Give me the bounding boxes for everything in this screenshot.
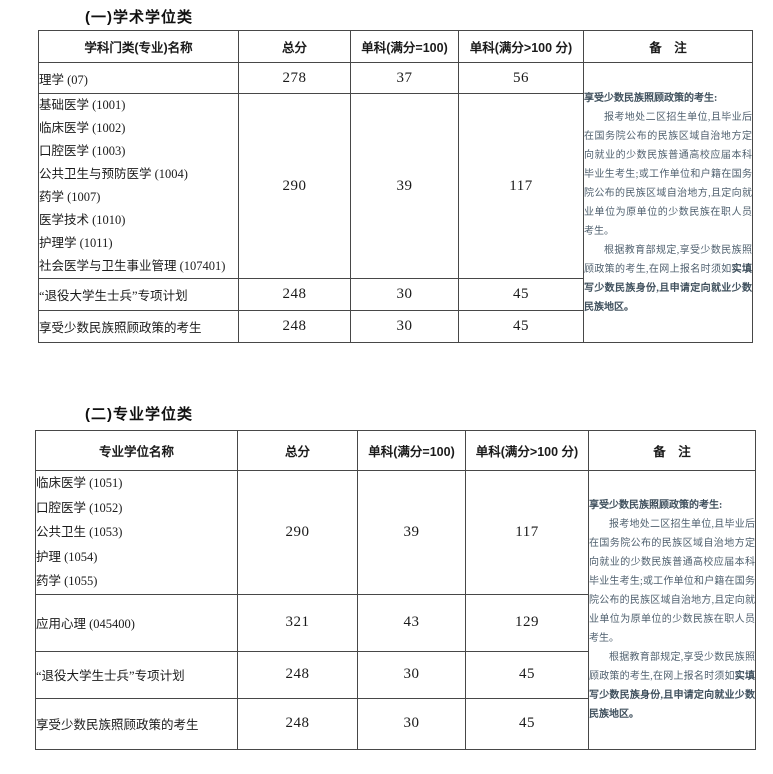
single-subject-over-100-cell: 45 (465, 650, 589, 699)
table-row: “退役大学生士兵”专项计划 248 30 45 (35, 650, 756, 699)
total-score-cell: 290 (238, 93, 351, 279)
program-name-cell: 临床医学 (1051) 口腔医学 (1052) 公共卫生 (1053) 护理 (… (35, 470, 238, 595)
program-name: 口腔医学 (1052) (36, 500, 123, 515)
total-score-cell: 278 (238, 62, 351, 94)
total-score-cell: 248 (238, 278, 351, 311)
remark-text-block: 享受少数民族照顾政策的考生: 报考地处二区招生单位,且毕业后在国务院公布的民族区… (589, 496, 755, 724)
program-name: 医学技术 (1010) (39, 213, 126, 227)
program-name-cell: 应用心理 (045400) (35, 593, 238, 652)
table-header-row: 学科门类(专业)名称 总分 单科(满分=100) 单科(满分>100 分) 备 … (38, 30, 753, 63)
single-subject-100-cell: 30 (350, 278, 459, 311)
remark-paragraph: 根据教育部规定,享受少数民族照顾政策的考生,在网上报名时须如实填写少数民族身份,… (584, 241, 752, 317)
program-name: 理学 (07) (39, 72, 88, 87)
remark-paragraph-bold: 实填写少数民族身份,且申请定向就业少数民族地区。 (584, 263, 752, 313)
program-name-cell: 基础医学 (1001) 临床医学 (1002) 口腔医学 (1003) 公共卫生… (38, 93, 239, 279)
program-name: “退役大学生士兵”专项计划 (39, 289, 188, 303)
program-name: 基础医学 (1001) (39, 98, 126, 112)
program-name-cell: 享受少数民族照顾政策的考生 (35, 697, 238, 750)
col-header-singleover100: 单科(满分>100 分) (458, 30, 584, 63)
program-name: 享受少数民族照顾政策的考生 (36, 718, 199, 732)
section2-title: (二)专业学位类 (85, 406, 193, 423)
single-subject-100-cell: 39 (357, 470, 466, 595)
remark-text-block: 享受少数民族照顾政策的考生: 报考地处二区招生单位,且毕业后在国务院公布的民族区… (584, 89, 752, 317)
program-name-cell: “退役大学生士兵”专项计划 (35, 650, 238, 699)
col-header-single100: 单科(满分=100) (350, 30, 459, 63)
program-name-cell: 享受少数民族照顾政策的考生 (38, 310, 239, 343)
academic-degree-table: 学科门类(专业)名称 总分 单科(满分=100) 单科(满分>100 分) 备 … (38, 30, 753, 343)
remark-paragraph-normal: 根据教育部规定,享受少数民族照顾政策的考生,在网上报名时须如 (589, 651, 755, 682)
professional-degree-table: 专业学位名称 总分 单科(满分=100) 单科(满分>100 分) 备 注 临床… (35, 430, 756, 750)
remark-paragraph: 报考地处二区招生单位,且毕业后在国务院公布的民族区域自治地方定向就业的少数民族普… (589, 518, 755, 644)
col-header-name: 学科门类(专业)名称 (38, 30, 239, 63)
single-subject-100-cell: 43 (357, 593, 466, 652)
single-subject-over-100-cell: 45 (458, 310, 584, 343)
total-score-cell: 248 (238, 310, 351, 343)
col-header-remark: 备 注 (583, 30, 753, 63)
table-row: “退役大学生士兵”专项计划 248 30 45 (38, 278, 753, 311)
remark-heading: 享受少数民族照顾政策的考生: (589, 499, 723, 511)
total-score-cell: 248 (237, 650, 358, 699)
single-subject-100-cell: 30 (357, 650, 466, 699)
program-name: 享受少数民族照顾政策的考生 (39, 321, 202, 335)
program-name: 护理学 (1011) (39, 236, 113, 250)
single-subject-100-cell: 30 (350, 310, 459, 343)
single-subject-100-cell: 39 (350, 93, 459, 279)
remark-paragraph-bold: 实填写少数民族身份,且申请定向就业少数民族地区。 (589, 670, 755, 720)
program-name: 公共卫生 (1053) (36, 525, 123, 539)
total-score-cell: 290 (237, 470, 358, 595)
table-row: 享受少数民族照顾政策的考生 248 30 45 (35, 697, 756, 750)
program-name: 临床医学 (1051) (36, 476, 123, 490)
table-row: 临床医学 (1051) 口腔医学 (1052) 公共卫生 (1053) 护理 (… (35, 470, 756, 750)
program-name-cell: “退役大学生士兵”专项计划 (38, 278, 239, 311)
single-subject-over-100-cell: 45 (458, 278, 584, 311)
table-header-row: 专业学位名称 总分 单科(满分=100) 单科(满分>100 分) 备 注 (35, 430, 756, 471)
single-subject-over-100-cell: 45 (465, 697, 589, 750)
program-name: 药学 (1055) (36, 574, 98, 588)
total-score-cell: 321 (237, 593, 358, 652)
single-subject-over-100-cell: 117 (458, 93, 584, 279)
program-name: 公共卫生与预防医学 (1004) (39, 167, 188, 181)
program-name-cell: 理学 (07) (38, 62, 239, 94)
program-name: 临床医学 (1002) (39, 121, 126, 135)
remark-cell: 享受少数民族照顾政策的考生: 报考地处二区招生单位,且毕业后在国务院公布的民族区… (583, 62, 753, 343)
col-header-singleover100: 单科(满分>100 分) (465, 430, 589, 471)
single-subject-over-100-cell: 56 (458, 62, 584, 94)
single-subject-100-cell: 37 (350, 62, 459, 94)
program-name: 社会医学与卫生事业管理 (107401) (39, 259, 226, 273)
table-row: 享受少数民族照顾政策的考生 248 30 45 (38, 310, 753, 343)
remark-paragraph: 根据教育部规定,享受少数民族照顾政策的考生,在网上报名时须如实填写少数民族身份,… (589, 648, 755, 724)
remark-paragraph-normal: 根据教育部规定,享受少数民族照顾政策的考生,在网上报名时须如 (584, 244, 752, 275)
single-subject-100-cell: 30 (357, 697, 466, 750)
remark-heading: 享受少数民族照顾政策的考生: (584, 92, 718, 104)
col-header-remark: 备 注 (588, 430, 756, 471)
table-row: 基础医学 (1001) 临床医学 (1002) 口腔医学 (1003) 公共卫生… (38, 93, 753, 279)
table-row: 应用心理 (045400) 321 43 129 (35, 593, 756, 652)
program-name: “退役大学生士兵”专项计划 (36, 669, 185, 683)
program-name: 药学 (1007) (39, 190, 101, 204)
single-subject-over-100-cell: 117 (465, 470, 589, 595)
remark-paragraph: 报考地处二区招生单位,且毕业后在国务院公布的民族区域自治地方定向就业的少数民族普… (584, 111, 752, 237)
program-name: 应用心理 (045400) (36, 617, 135, 631)
remark-cell: 享受少数民族照顾政策的考生: 报考地处二区招生单位,且毕业后在国务院公布的民族区… (588, 470, 756, 750)
col-header-total: 总分 (238, 30, 351, 63)
col-header-total: 总分 (237, 430, 358, 471)
col-header-single100: 单科(满分=100) (357, 430, 466, 471)
col-header-name: 专业学位名称 (35, 430, 238, 471)
single-subject-over-100-cell: 129 (465, 593, 589, 652)
section1-title: (一)学术学位类 (85, 9, 193, 26)
program-name: 口腔医学 (1003) (39, 144, 126, 158)
program-name: 护理 (1054) (36, 549, 98, 564)
table-row: 理学 (07) 278 37 56 享受少数民族照顾政策的考生: 报考地处二区招… (38, 62, 753, 343)
total-score-cell: 248 (237, 697, 358, 750)
